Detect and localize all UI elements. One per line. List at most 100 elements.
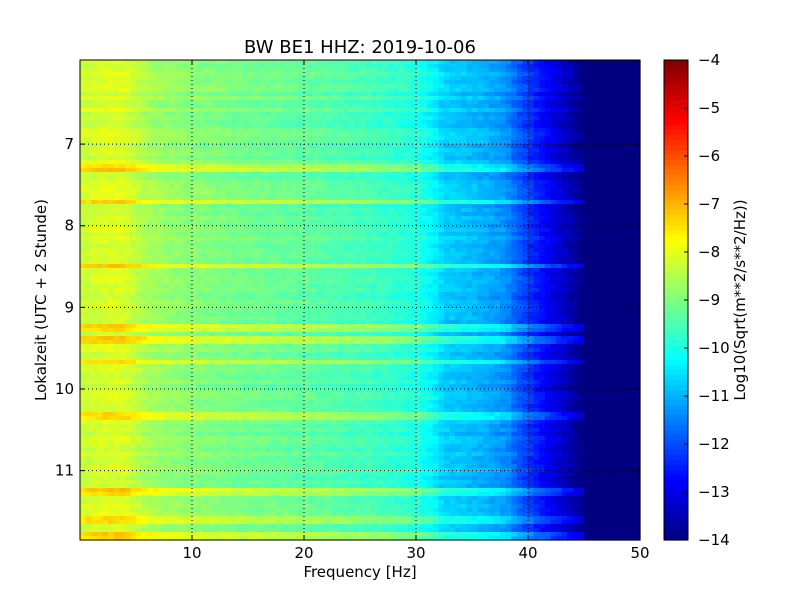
heatmap-cell xyxy=(404,76,411,81)
heatmap-cell xyxy=(399,60,406,65)
heatmap-cell xyxy=(337,168,344,173)
heatmap-cell xyxy=(556,164,563,169)
heatmap-cell xyxy=(175,104,182,109)
heatmap-cell xyxy=(152,100,159,105)
heatmap-cell xyxy=(102,128,109,133)
heatmap-cell xyxy=(500,188,507,193)
heatmap-cell xyxy=(550,72,557,77)
heatmap-cell xyxy=(488,188,495,193)
heatmap-cell xyxy=(421,60,428,65)
heatmap-cell xyxy=(348,148,355,153)
heatmap-cell xyxy=(404,236,411,241)
heatmap-cell xyxy=(623,168,630,173)
heatmap-cell xyxy=(192,84,199,89)
heatmap-cell xyxy=(365,220,372,225)
heatmap-cell xyxy=(623,104,630,109)
heatmap-cell xyxy=(438,60,445,65)
heatmap-cell xyxy=(578,92,585,97)
heatmap-cell xyxy=(612,248,619,253)
heatmap-cell xyxy=(505,72,512,77)
heatmap-cell xyxy=(528,88,535,93)
heatmap-cell xyxy=(494,64,501,69)
heatmap-cell xyxy=(259,252,266,257)
heatmap-cell xyxy=(253,84,260,89)
heatmap-cell xyxy=(298,256,305,261)
heatmap-cell xyxy=(309,112,316,117)
heatmap-cell xyxy=(460,248,467,253)
heatmap-cell xyxy=(298,124,305,129)
heatmap-cell xyxy=(376,88,383,93)
heatmap-cell xyxy=(186,176,193,181)
heatmap-cell xyxy=(488,76,495,81)
heatmap-cell xyxy=(136,196,143,201)
heatmap-cell xyxy=(595,96,602,101)
heatmap-cell xyxy=(600,164,607,169)
heatmap-cell xyxy=(152,124,159,129)
heatmap-cell xyxy=(606,252,613,257)
heatmap-cell xyxy=(141,108,148,113)
heatmap-cell xyxy=(533,84,540,89)
heatmap-cell xyxy=(589,80,596,85)
heatmap-cell xyxy=(91,148,98,153)
heatmap-cell xyxy=(180,156,187,161)
heatmap-cell xyxy=(242,120,249,125)
heatmap-cell xyxy=(567,196,574,201)
heatmap-cell xyxy=(388,84,395,89)
heatmap-cell xyxy=(634,124,641,129)
heatmap-cell xyxy=(589,60,596,65)
heatmap-cell xyxy=(287,172,294,177)
heatmap-cell xyxy=(236,128,243,133)
heatmap-cell xyxy=(466,192,473,197)
heatmap-cell xyxy=(326,132,333,137)
heatmap-cell xyxy=(192,140,199,145)
heatmap-cell xyxy=(371,136,378,141)
heatmap-cell xyxy=(236,104,243,109)
heatmap-cell xyxy=(623,240,630,245)
heatmap-cell xyxy=(488,88,495,93)
heatmap-cell xyxy=(360,60,367,65)
heatmap-cell xyxy=(628,80,635,85)
heatmap-cell xyxy=(589,72,596,77)
heatmap-cell xyxy=(169,60,176,65)
heatmap-cell xyxy=(108,184,115,189)
heatmap-cell xyxy=(80,220,87,225)
heatmap-cell xyxy=(483,76,490,81)
heatmap-cell xyxy=(242,72,249,77)
heatmap-cell xyxy=(264,172,271,177)
heatmap-cell xyxy=(309,236,316,241)
heatmap-cell xyxy=(427,184,434,189)
heatmap-cell xyxy=(628,64,635,69)
heatmap-cell xyxy=(416,204,423,209)
heatmap-cell xyxy=(136,132,143,137)
heatmap-cell xyxy=(152,216,159,221)
heatmap-cell xyxy=(248,60,255,65)
heatmap-cell xyxy=(550,156,557,161)
heatmap-cell xyxy=(511,132,518,137)
heatmap-cell xyxy=(612,180,619,185)
heatmap-cell xyxy=(584,208,591,213)
heatmap-cell xyxy=(371,164,378,169)
heatmap-cell xyxy=(477,112,484,117)
heatmap-cell xyxy=(600,84,607,89)
heatmap-cell xyxy=(600,108,607,113)
heatmap-cell xyxy=(388,124,395,129)
heatmap-cell xyxy=(169,124,176,129)
heatmap-cell xyxy=(466,140,473,145)
heatmap-cell xyxy=(113,84,120,89)
heatmap-cell xyxy=(343,196,350,201)
heatmap-cell xyxy=(208,232,215,237)
heatmap-cell xyxy=(186,100,193,105)
heatmap-cell xyxy=(505,136,512,141)
heatmap-cell xyxy=(455,180,462,185)
heatmap-cell xyxy=(220,224,227,229)
heatmap-cell xyxy=(102,68,109,73)
heatmap-cell xyxy=(572,92,579,97)
heatmap-cell xyxy=(175,232,182,237)
heatmap-cell xyxy=(612,244,619,249)
heatmap-cell xyxy=(522,188,529,193)
heatmap-cell xyxy=(628,220,635,225)
heatmap-cell xyxy=(561,224,568,229)
heatmap-cell xyxy=(332,156,339,161)
heatmap-cell xyxy=(466,80,473,85)
heatmap-cell xyxy=(169,252,176,257)
